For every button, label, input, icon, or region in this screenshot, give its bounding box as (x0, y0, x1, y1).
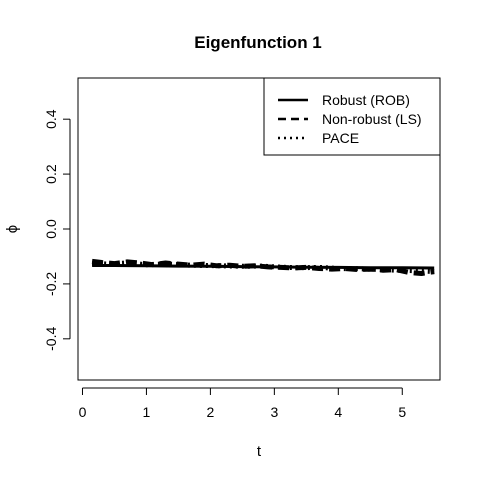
y-tick-label: 0.2 (43, 164, 59, 184)
y-tick-label: -0.2 (43, 272, 59, 296)
y-axis-label: ϕ (4, 225, 21, 233)
legend-label-1: Robust (ROB) (322, 92, 410, 108)
plot-frame (77, 77, 441, 381)
legend-label-2: Non-robust (LS) (322, 111, 422, 127)
x-tick-label: 4 (334, 404, 342, 420)
y-tick-label: 0.4 (43, 109, 59, 129)
x-axis: 0 1 2 3 4 5 (79, 387, 406, 420)
legend-box (263, 77, 441, 156)
chart-title: Eigenfunction 1 (194, 33, 322, 52)
y-tick-label: 0.0 (43, 219, 59, 239)
legend-label-3: PACE (322, 130, 359, 146)
legend: Robust (ROB) Non-robust (LS) PACE (263, 77, 441, 156)
x-tick-label: 1 (143, 404, 151, 420)
x-tick-label: 3 (270, 404, 278, 420)
x-tick-label: 2 (206, 404, 214, 420)
x-tick-label: 5 (398, 404, 406, 420)
y-axis: -0.4 -0.2 0.0 0.2 0.4 (43, 109, 71, 351)
series-line-3 (91, 260, 435, 275)
x-axis-label: t (257, 443, 262, 460)
y-tick-label: -0.4 (43, 327, 59, 351)
x-tick-label: 0 (79, 404, 87, 420)
series-group (91, 258, 435, 276)
